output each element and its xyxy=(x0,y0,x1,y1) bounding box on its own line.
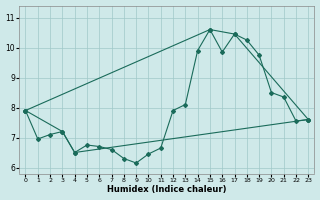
X-axis label: Humidex (Indice chaleur): Humidex (Indice chaleur) xyxy=(107,185,227,194)
